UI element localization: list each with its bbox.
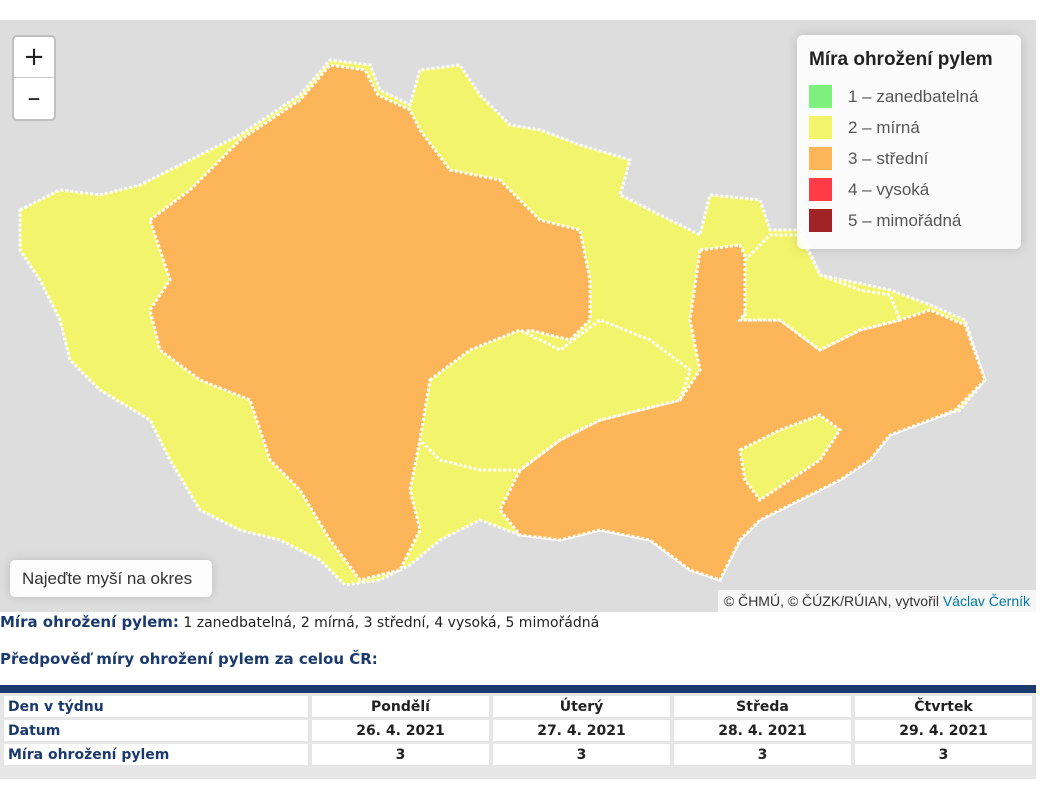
table-cell: 27. 4. 2021 (493, 720, 670, 741)
table-cell: Čtvrtek (855, 696, 1032, 717)
legend-label: 3 – střední (848, 148, 929, 168)
map-attribution: © ČHMÚ, © ČÚZK/RÚIAN, vytvořil Václav Če… (717, 590, 1036, 612)
region-level-3-central[interactable] (148, 63, 592, 582)
forecast-table-wrap: Den v týdnu Pondělí Úterý Středa Čtvrtek… (0, 685, 1036, 779)
table-row: Míra ohrožení pylem 3 3 3 3 (4, 744, 1032, 765)
table-cell: 3 (493, 744, 670, 765)
table-row: Den v týdnu Pondělí Úterý Středa Čtvrtek (4, 696, 1032, 717)
row-header: Datum (4, 720, 308, 741)
legend-item: 2 – mírná (809, 112, 1009, 143)
table-cell: 29. 4. 2021 (855, 720, 1032, 741)
table-cell: 28. 4. 2021 (674, 720, 851, 741)
legend-item: 3 – střední (809, 143, 1009, 174)
region-level-2-ostrava[interactable] (743, 233, 903, 352)
legend-item: 4 – vysoká (809, 174, 1009, 205)
legend-item: 5 – mimořádná (809, 205, 1009, 236)
table-cell: 3 (312, 744, 489, 765)
forecast-table: Den v týdnu Pondělí Úterý Středa Čtvrtek… (0, 693, 1036, 768)
table-cell: Pondělí (312, 696, 489, 717)
map-legend: Míra ohrožení pylem 1 – zanedbatelná 2 –… (797, 35, 1021, 249)
row-header: Míra ohrožení pylem (4, 744, 308, 765)
legend-item: 1 – zanedbatelná (809, 81, 1009, 112)
czech-districts-map[interactable] (0, 20, 1036, 612)
attribution-text: © ČHMÚ, © ČÚZK/RÚIAN, vytvořil (723, 593, 943, 609)
table-cell: 26. 4. 2021 (312, 720, 489, 741)
legend-swatch-2 (809, 116, 832, 139)
author-link[interactable]: Václav Černík (942, 593, 1030, 609)
scale-note-label: Míra ohrožení pylem: (0, 613, 179, 631)
region-level-2-vysocina[interactable] (418, 318, 692, 472)
legend-swatch-1 (809, 85, 832, 108)
legend-swatch-4 (809, 178, 832, 201)
scale-note-text: 1 zanedbatelná, 2 mírná, 3 střední, 4 vy… (178, 615, 600, 631)
zoom-control: + – (12, 35, 56, 121)
table-cell: 3 (855, 744, 1032, 765)
scale-note: Míra ohrožení pylem: 1 zanedbatelná, 2 m… (0, 613, 1036, 631)
table-row: Datum 26. 4. 2021 27. 4. 2021 28. 4. 202… (4, 720, 1032, 741)
table-cell: 3 (674, 744, 851, 765)
legend-swatch-3 (809, 147, 832, 170)
forecast-title: Předpověď míry ohrožení pylem za celou Č… (0, 650, 378, 668)
pollen-map[interactable]: + – Míra ohrožení pylem 1 – zanedbatelná… (0, 20, 1036, 612)
legend-label: 1 – zanedbatelná (848, 86, 979, 106)
legend-label: 4 – vysoká (848, 179, 930, 199)
table-cell: Středa (674, 696, 851, 717)
legend-label: 2 – mírná (848, 117, 920, 137)
region-level-2-zlin[interactable] (738, 413, 843, 503)
legend-title: Míra ohrožení pylem (809, 49, 993, 70)
legend-swatch-5 (809, 209, 832, 232)
hover-hint: Najeďte myší na okres (10, 560, 212, 597)
row-header: Den v týdnu (4, 696, 308, 717)
table-cell: Úterý (493, 696, 670, 717)
zoom-out-button[interactable]: – (14, 78, 54, 119)
legend-label: 5 – mimořádná (848, 210, 962, 230)
zoom-in-button[interactable]: + (14, 37, 54, 78)
